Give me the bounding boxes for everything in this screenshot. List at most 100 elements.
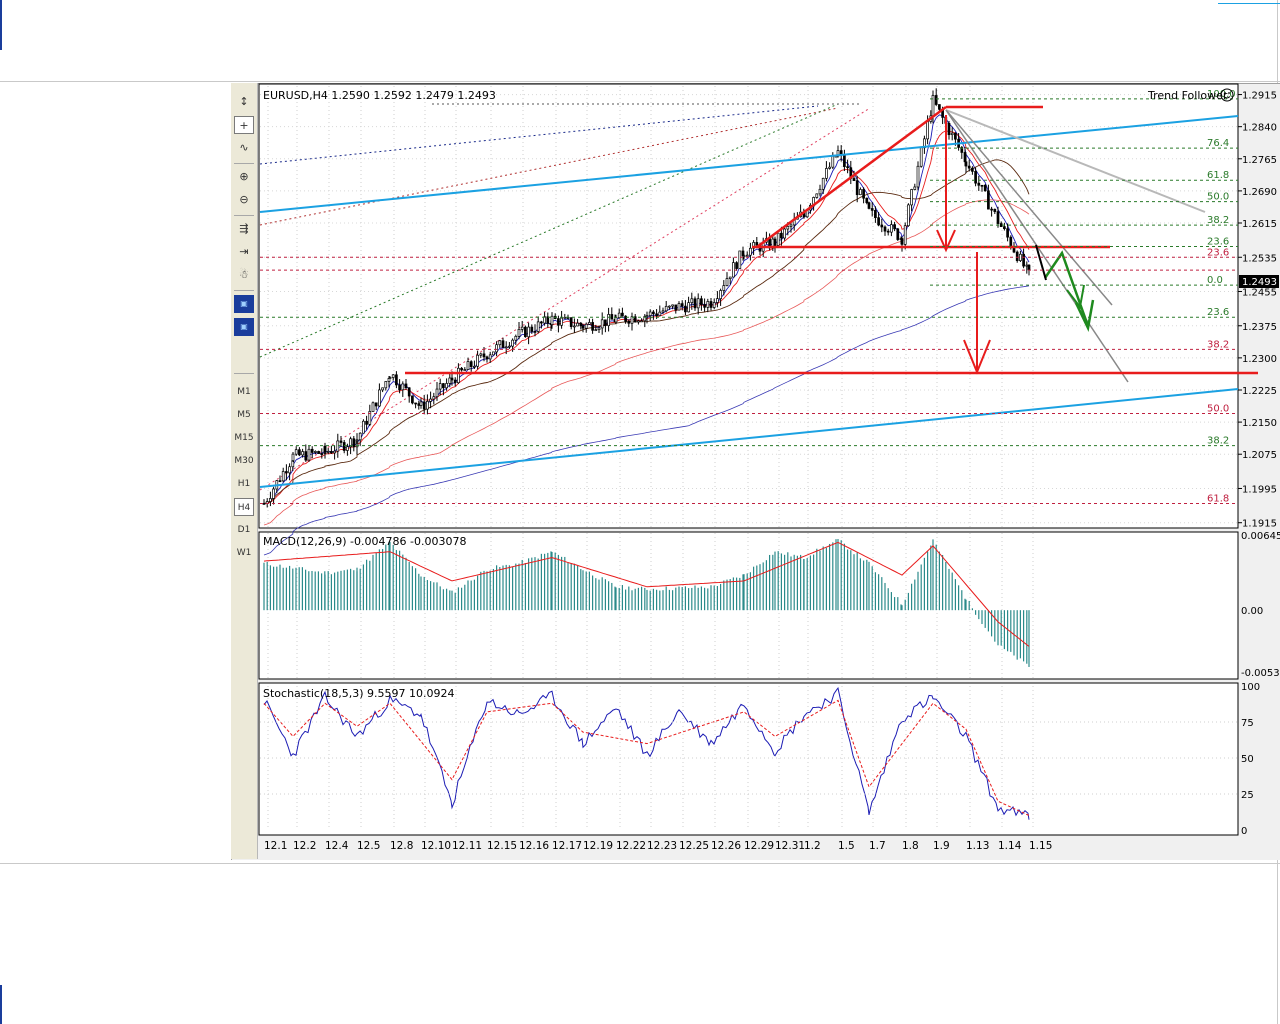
- fib-level-label: 61.8: [1207, 170, 1229, 181]
- candle-body: [285, 471, 288, 474]
- candle-body: [1025, 264, 1029, 267]
- timeframe-m1[interactable]: M1: [237, 387, 251, 397]
- candle-body: [460, 367, 463, 371]
- price-axis-label: 1.2765: [1242, 155, 1277, 166]
- candle-body: [304, 451, 308, 461]
- candle-body: [314, 451, 317, 453]
- candle-body: [893, 224, 896, 230]
- timeframe-m15[interactable]: M15: [234, 433, 254, 443]
- candle-body: [999, 223, 1003, 227]
- fib-level-label: 61.8: [1207, 493, 1229, 504]
- stochastic-axis-label: 50: [1241, 754, 1254, 765]
- price-axis-label: 1.2225: [1242, 386, 1277, 397]
- candle-body: [745, 254, 749, 257]
- candle-body: [591, 322, 594, 331]
- candle-body: [291, 453, 295, 462]
- candle-body: [742, 255, 746, 258]
- period-template-icon[interactable]: ▣: [234, 318, 254, 336]
- candle-body: [862, 189, 865, 199]
- candle-body: [852, 178, 856, 182]
- candle-body: [755, 242, 759, 246]
- candle-body: [674, 304, 678, 311]
- candle-body: [926, 121, 929, 140]
- red-target-arrow-head: [963, 339, 991, 375]
- timeframe-m30[interactable]: M30: [234, 456, 254, 466]
- green-arrow-head: [1066, 284, 1085, 310]
- crosshair-icon[interactable]: +: [234, 116, 254, 134]
- candle-body: [301, 451, 304, 456]
- price-axis-label: 1.2615: [1242, 219, 1277, 230]
- red-arrow-head: [936, 229, 956, 253]
- stochastic-panel-title: Stochastic(18,5,3) 9.5597 10.0924: [263, 687, 454, 700]
- timeframe-m5[interactable]: M5: [237, 410, 251, 420]
- candle-body: [448, 377, 452, 384]
- price-axis-label: 1.2075: [1242, 450, 1277, 461]
- candle-body: [429, 398, 432, 402]
- expert-icon[interactable]: ☃: [239, 268, 249, 281]
- candle-body: [492, 351, 495, 356]
- stochastic-axis-label: 25: [1241, 790, 1254, 801]
- candle-body: [846, 166, 849, 169]
- zoom-out-icon[interactable]: ⊖: [239, 193, 249, 206]
- time-axis-label: 12.2: [293, 840, 316, 852]
- timeframe-d1[interactable]: D1: [237, 525, 251, 535]
- candle-body: [498, 340, 502, 346]
- candle-body: [573, 325, 576, 328]
- candle-body: [1009, 236, 1013, 248]
- fan-line-green: [259, 103, 839, 358]
- candle-body: [365, 420, 368, 425]
- candle-body: [725, 278, 729, 286]
- timeframe-h1[interactable]: H1: [237, 479, 251, 489]
- candle-body: [610, 314, 614, 320]
- candle-body: [550, 315, 554, 325]
- candle-body: [980, 184, 984, 187]
- candle-body: [668, 305, 671, 308]
- candle-body: [627, 320, 631, 324]
- candle-body: [971, 167, 974, 172]
- autoscroll-icon[interactable]: ⇶: [239, 222, 249, 235]
- timeframe-h4[interactable]: H4: [234, 498, 254, 516]
- cursor-icon[interactable]: ↕: [239, 95, 249, 108]
- grid: [260, 86, 1237, 830]
- candle-body: [391, 374, 395, 378]
- candle-body: [317, 451, 320, 454]
- candle-body: [527, 326, 530, 338]
- candle-body: [643, 316, 647, 322]
- candle-body: [648, 311, 652, 316]
- candle-body: [557, 318, 560, 326]
- chart-shift-icon[interactable]: ⇥: [239, 245, 249, 258]
- time-axis-label: 12.22: [616, 840, 646, 852]
- fib-level-label: 23.6: [1207, 247, 1229, 258]
- candle-body: [310, 448, 314, 453]
- zoom-in-icon[interactable]: ⊕: [239, 170, 249, 183]
- candle-body: [438, 383, 442, 390]
- candle-body: [617, 312, 621, 319]
- time-axis-label: 1.9: [933, 840, 950, 852]
- time-axis-label: 12.17: [552, 840, 582, 852]
- candle-body: [597, 327, 601, 331]
- candle-body: [457, 367, 460, 384]
- candle-body: [987, 190, 990, 210]
- candle-body: [485, 356, 489, 360]
- candle-body: [900, 238, 904, 245]
- candle-body: [818, 188, 822, 195]
- candle-body: [633, 316, 637, 323]
- candle-body: [588, 322, 591, 325]
- candle-body: [874, 210, 877, 219]
- time-axis-label: 1.5: [838, 840, 855, 852]
- candle-body: [664, 305, 668, 312]
- candle-body: [374, 402, 378, 407]
- stochastic-signal-line: [263, 699, 1030, 816]
- line-chart-icon[interactable]: ∿: [239, 141, 249, 154]
- gray-trendline-upper: [945, 109, 1206, 213]
- channel-upper-line: [259, 115, 1239, 213]
- candle-body: [954, 132, 957, 140]
- candle-body: [1027, 264, 1031, 271]
- candle-body: [358, 432, 362, 441]
- last-bar-marker: [1035, 244, 1047, 281]
- timeframe-w1[interactable]: W1: [236, 548, 252, 558]
- left-edge-marker: [0, 0, 2, 50]
- candle-body: [903, 225, 907, 245]
- candle-template-icon[interactable]: ▣: [234, 295, 254, 313]
